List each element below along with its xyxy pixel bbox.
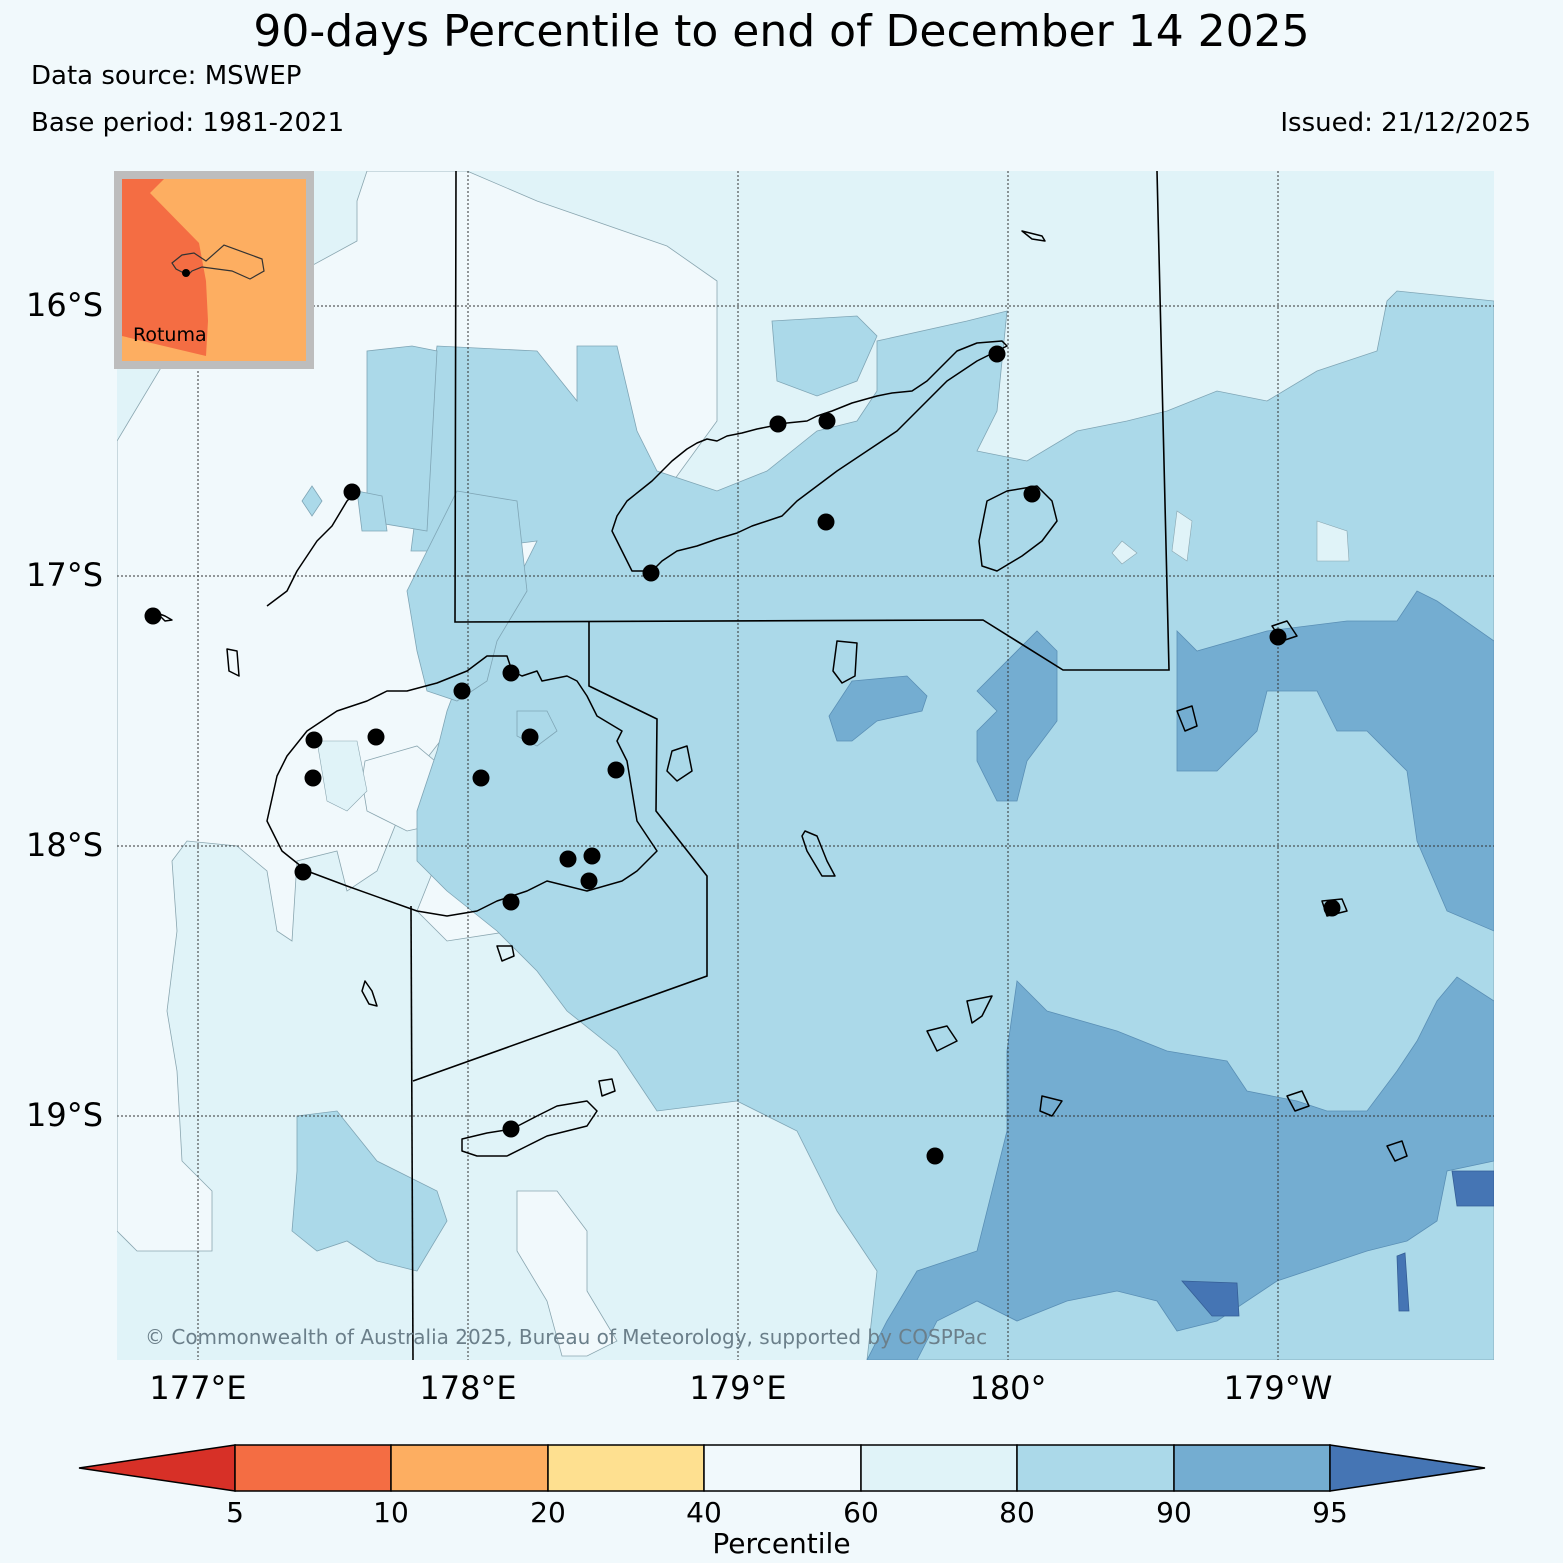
colorbar-tick-20: 20 bbox=[530, 1496, 566, 1529]
station-marker bbox=[1323, 899, 1341, 917]
lat-tick-19s: 19°S bbox=[25, 1096, 103, 1134]
map-title: 90-days Percentile to end of December 14… bbox=[253, 6, 1310, 57]
colorbar-gt95 bbox=[1329, 1444, 1486, 1492]
lat-tick-18s: 18°S bbox=[25, 826, 103, 864]
colorbar-80-90 bbox=[1016, 1444, 1175, 1492]
percentile-map bbox=[117, 171, 1494, 1360]
station-marker bbox=[988, 345, 1006, 363]
lon-tick-179e: 179°E bbox=[689, 1369, 787, 1407]
colorbar-tick-95: 95 bbox=[1312, 1496, 1348, 1529]
colorbar-tick-5: 5 bbox=[226, 1496, 244, 1529]
colorbar-tick-40: 40 bbox=[686, 1496, 722, 1529]
station-marker bbox=[583, 847, 601, 865]
colorbar-60-80 bbox=[860, 1444, 1018, 1492]
station-marker bbox=[343, 483, 361, 501]
station-marker bbox=[769, 415, 787, 433]
station-marker bbox=[817, 513, 835, 531]
band-90-95 bbox=[828, 590, 1494, 1360]
inset-band-5-10 bbox=[122, 179, 208, 356]
station-marker bbox=[926, 1147, 944, 1165]
issued-date: Issued: 21/12/2025 bbox=[1280, 108, 1531, 138]
colorbar-tick-60: 60 bbox=[843, 1496, 879, 1529]
station-marker bbox=[1269, 628, 1287, 646]
station-marker bbox=[472, 769, 490, 787]
station-marker bbox=[367, 728, 385, 746]
rotuma-inset-map: Rotuma bbox=[114, 171, 314, 369]
lon-tick-178e: 178°E bbox=[419, 1369, 517, 1407]
station-marker bbox=[607, 761, 625, 779]
lon-tick-177e: 177°E bbox=[149, 1369, 247, 1407]
lon-tick-179w: 179°W bbox=[1223, 1369, 1333, 1407]
station-marker bbox=[305, 731, 323, 749]
colorbar-90-95 bbox=[1173, 1444, 1331, 1492]
station-marker bbox=[294, 863, 312, 881]
colorbar-lt5 bbox=[78, 1444, 236, 1492]
colorbar-10-20 bbox=[390, 1444, 549, 1492]
station-marker bbox=[502, 893, 520, 911]
station-marker bbox=[818, 412, 836, 430]
lat-tick-17s: 17°S bbox=[25, 556, 103, 594]
lon-tick-180: 180° bbox=[969, 1369, 1047, 1407]
base-period: Base period: 1981-2021 bbox=[31, 108, 345, 138]
colorbar-40-60 bbox=[703, 1444, 862, 1492]
station-marker bbox=[580, 872, 598, 890]
station-marker bbox=[144, 607, 162, 625]
station-marker bbox=[453, 682, 471, 700]
station-marker bbox=[642, 564, 660, 582]
band-gt-95 bbox=[1181, 1170, 1494, 1317]
copyright-notice: © Commonwealth of Australia 2025, Bureau… bbox=[145, 1325, 988, 1349]
division-boundaries bbox=[410, 171, 1170, 1360]
station-marker bbox=[304, 769, 322, 787]
station-marker bbox=[559, 850, 577, 868]
lat-tick-16s: 16°S bbox=[25, 286, 103, 324]
station-marker bbox=[502, 664, 520, 682]
colorbar-tick-10: 10 bbox=[373, 1496, 409, 1529]
inset-station-marker bbox=[182, 269, 190, 277]
data-source: Data source: MSWEP bbox=[31, 61, 302, 91]
colorbar-tick-80: 80 bbox=[999, 1496, 1035, 1529]
inset-label: Rotuma bbox=[133, 324, 207, 346]
colorbar-tick-90: 90 bbox=[1156, 1496, 1192, 1529]
band-60-80-patches bbox=[316, 510, 1350, 812]
station-marker bbox=[521, 728, 539, 746]
colorbar-20-40 bbox=[547, 1444, 705, 1492]
colorbar-5-10 bbox=[234, 1444, 392, 1492]
colorbar bbox=[78, 1444, 1486, 1492]
station-marker bbox=[502, 1120, 520, 1138]
station-marker bbox=[1023, 485, 1041, 503]
colorbar-label: Percentile bbox=[712, 1527, 851, 1560]
station-markers bbox=[144, 345, 1341, 1165]
